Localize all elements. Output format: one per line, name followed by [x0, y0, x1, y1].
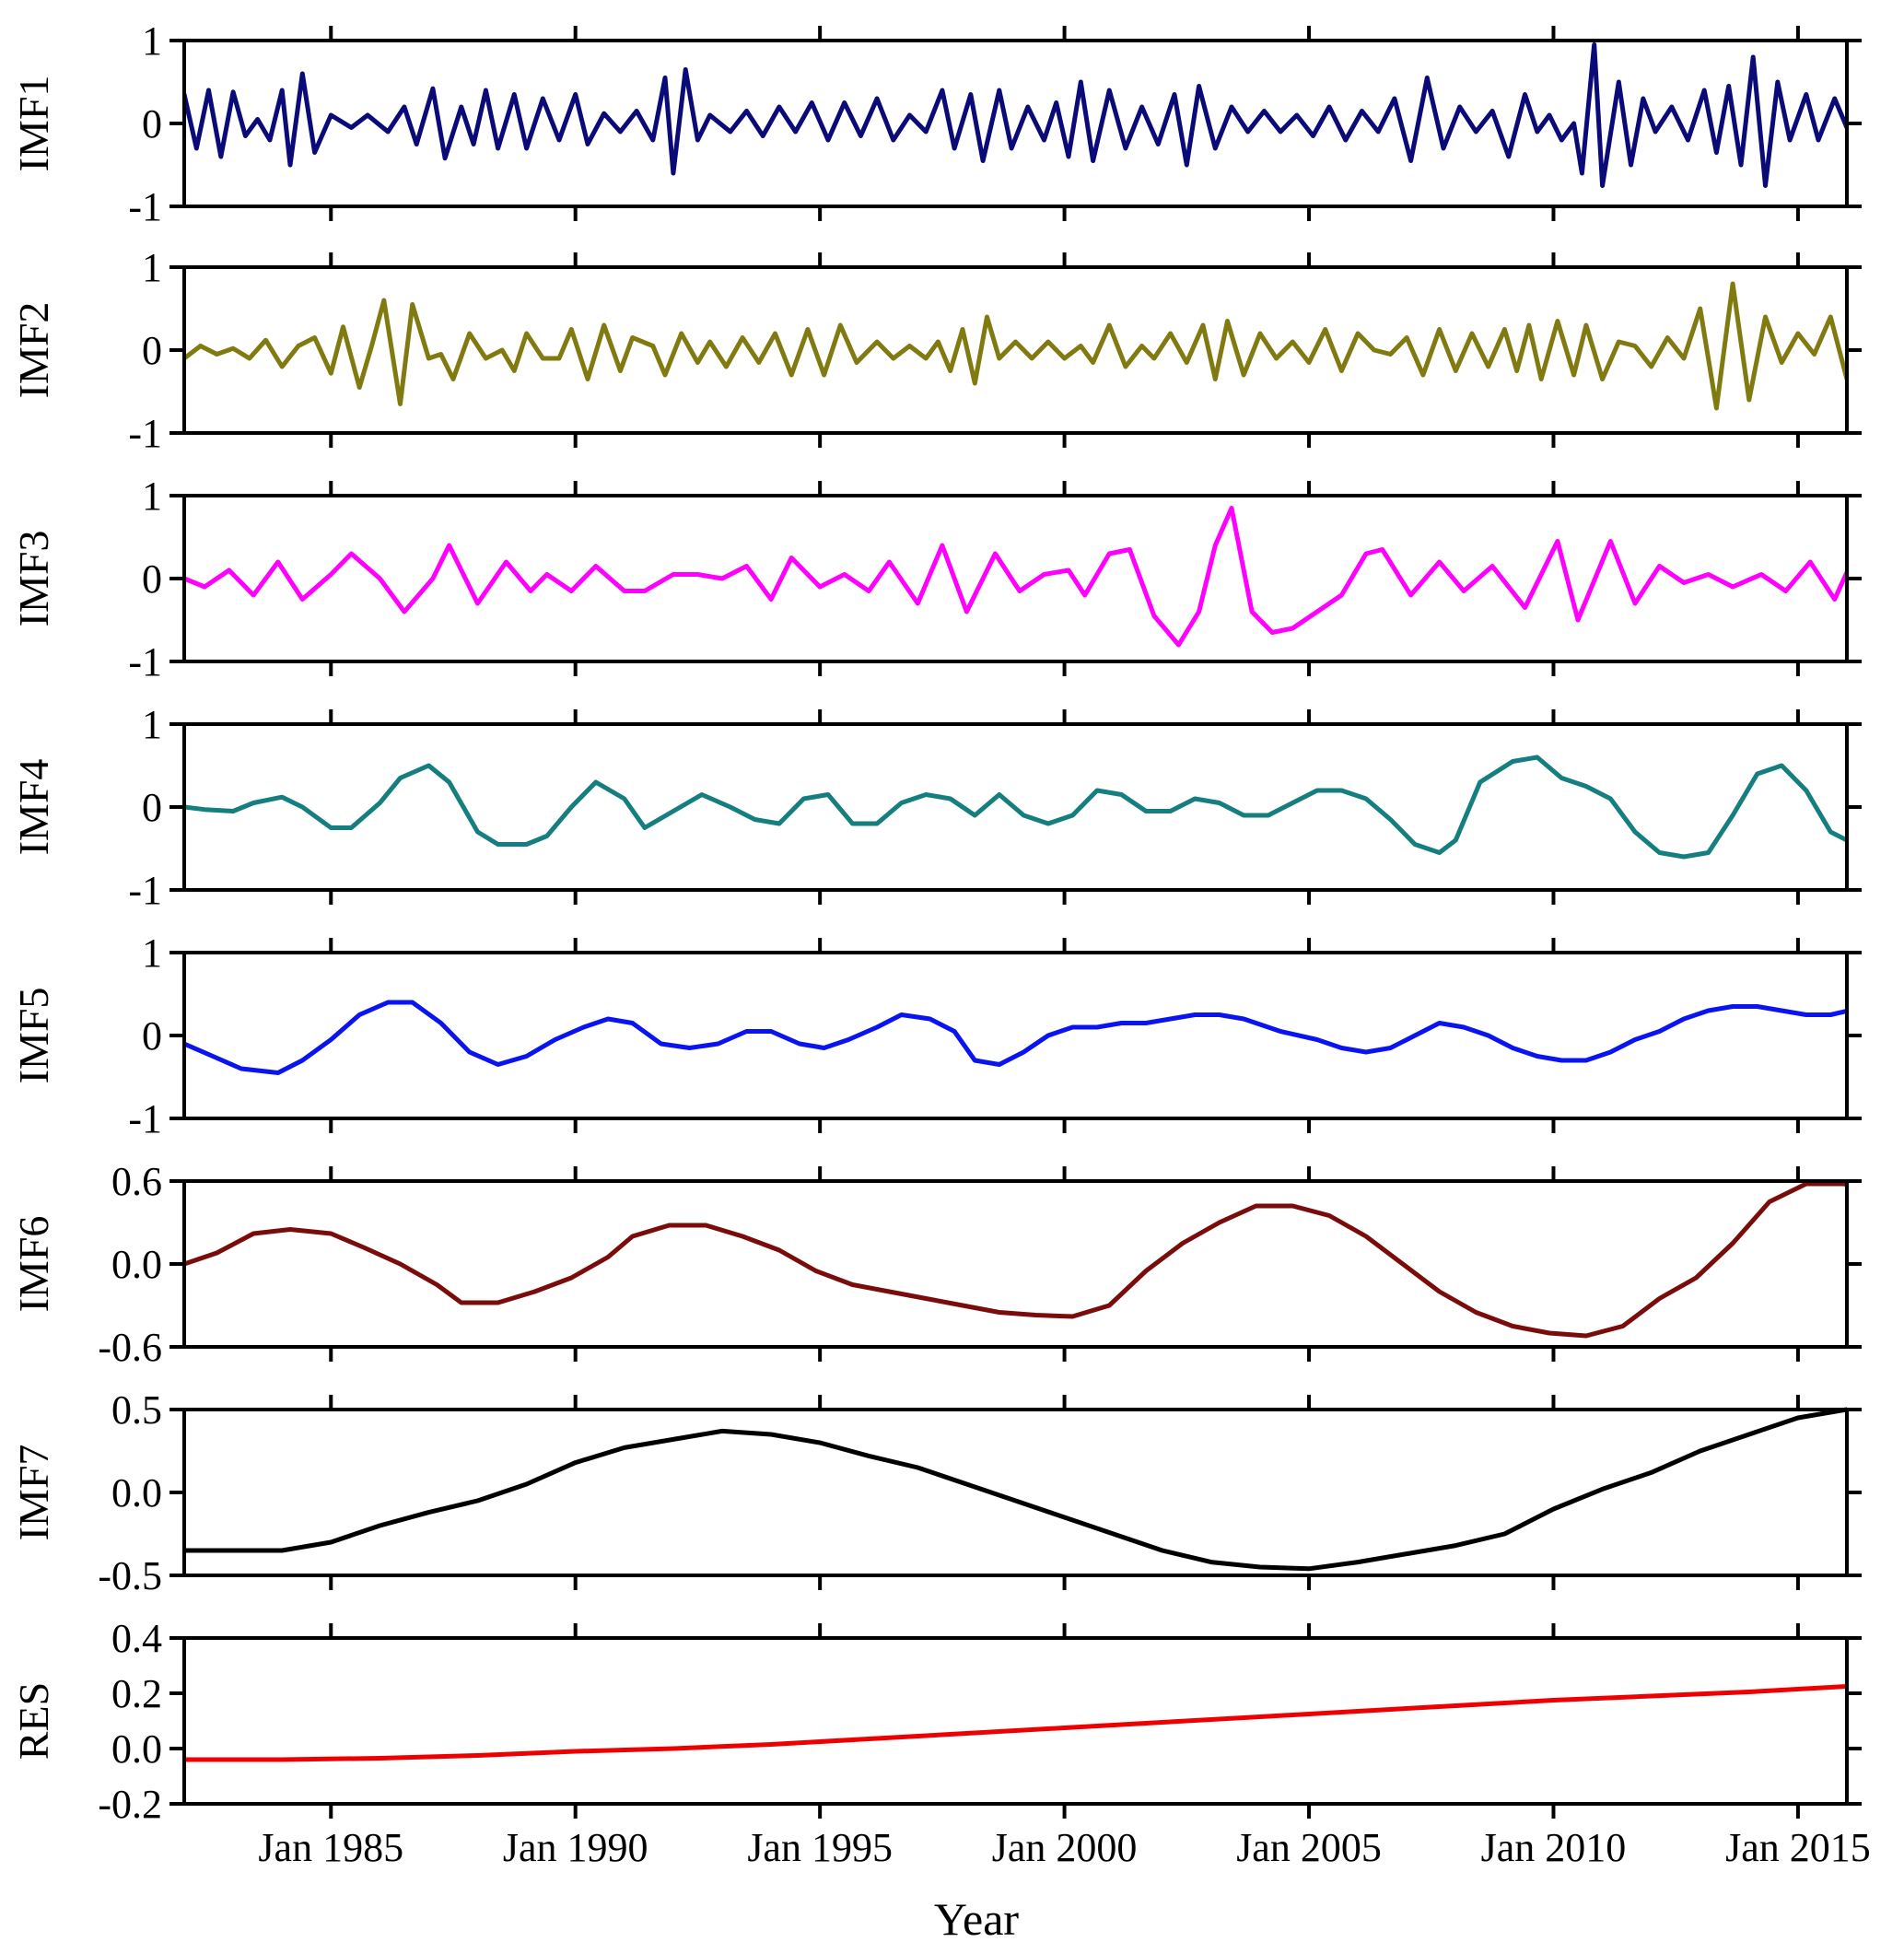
x-tick-label: Jan 1995 [747, 1825, 893, 1870]
panel-imf1: 1 0 -1 IMF1 [10, 18, 1862, 229]
y-tick-label: -0.2 [98, 1782, 162, 1827]
series-line-imf5 [184, 1000, 1847, 1075]
y-tick-label: 0 [142, 556, 162, 602]
panel-imf7: 0.5 0.0 -0.5 IMF7 [10, 1387, 1862, 1598]
x-tick-label: Jan 2005 [1236, 1825, 1382, 1870]
y-tick-label: -1 [128, 1096, 162, 1141]
series-line-res [184, 1683, 1847, 1762]
y-tick-label: -1 [128, 411, 162, 456]
y-axis-label: IMF7 [10, 1445, 57, 1541]
y-tick-label: 0.0 [111, 1470, 162, 1515]
panel-stack: 1 0 -1 IMF1 1 0 -1 IMF2 1 0 -1 IMF3 1 0 -1 IMF4 1 0 -1 IMF5… [10, 18, 1862, 1827]
y-tick-label: 0.4 [111, 1616, 162, 1661]
panel-frame [182, 265, 1849, 435]
y-axis-label: IMF2 [10, 302, 57, 399]
panel-imf5: 1 0 -1 IMF5 [10, 930, 1862, 1141]
y-tick-label: 1 [142, 702, 162, 747]
x-tick-label: Jan 2015 [1725, 1825, 1871, 1870]
series-line-imf6 [184, 1181, 1847, 1339]
panel-frame [182, 951, 1849, 1120]
y-tick-label: 0.0 [111, 1726, 162, 1772]
y-tick-label: 0.5 [111, 1387, 162, 1433]
y-axis-label: IMF3 [10, 531, 57, 627]
y-tick-label: 1 [142, 474, 162, 519]
y-tick-label: 0 [142, 328, 162, 373]
series-line-imf7 [184, 1407, 1847, 1572]
y-tick-label: 1 [142, 18, 162, 64]
y-tick-label: 0.2 [111, 1671, 162, 1716]
y-tick-label: 1 [142, 245, 162, 290]
y-tick-label: -1 [128, 639, 162, 684]
series-line-imf4 [184, 755, 1847, 860]
y-tick-label: -1 [128, 868, 162, 913]
panel-frame [182, 1636, 1849, 1806]
y-axis-label: RES [10, 1682, 57, 1760]
y-axis-label: IMF6 [10, 1216, 57, 1313]
x-axis-label: Year [934, 1893, 1019, 1945]
panel-imf4: 1 0 -1 IMF4 [10, 702, 1862, 913]
x-tick-label: Jan 1985 [258, 1825, 403, 1870]
y-axis-label: IMF4 [10, 759, 57, 856]
y-tick-label: 0.6 [111, 1159, 162, 1204]
series-line-imf2 [184, 281, 1847, 411]
panel-imf2: 1 0 -1 IMF2 [10, 245, 1862, 456]
y-axis-label: IMF1 [10, 76, 57, 172]
x-tick-label: Jan 1990 [503, 1825, 648, 1870]
y-tick-label: 0 [142, 1013, 162, 1059]
y-axis-label: IMF5 [10, 988, 57, 1084]
series-line-imf3 [184, 506, 1847, 648]
y-tick-label: -0.6 [98, 1325, 162, 1370]
y-tick-label: 0 [142, 785, 162, 830]
y-tick-label: -0.5 [98, 1553, 162, 1598]
x-tick-label: Jan 2000 [992, 1825, 1138, 1870]
x-tick-label: Jan 2010 [1481, 1825, 1627, 1870]
panel-res: 0.4 0.2 0.0 -0.2 RES [10, 1616, 1862, 1827]
panel-imf3: 1 0 -1 IMF3 [10, 474, 1862, 684]
y-tick-label: -1 [128, 184, 162, 229]
y-tick-label: 0 [142, 101, 162, 146]
panel-imf6: 0.6 0.0 -0.6 IMF6 [10, 1159, 1862, 1370]
x-axis: Jan 1985 Jan 1990 Jan 1995 Jan 2000 Jan 2005… [258, 1825, 1870, 1870]
series-line-imf1 [184, 42, 1847, 188]
y-tick-label: 0.0 [111, 1242, 162, 1287]
panel-frame [182, 1179, 1849, 1349]
y-tick-label: 1 [142, 930, 162, 976]
